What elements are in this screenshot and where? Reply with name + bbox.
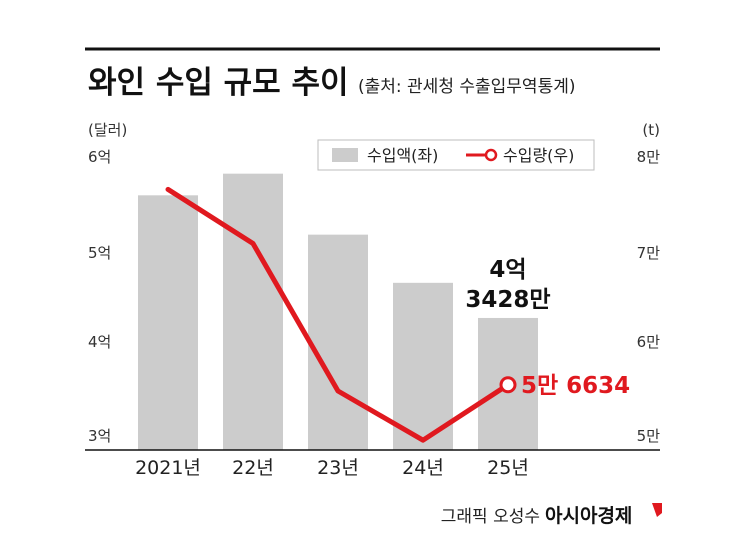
chart-source: (출처: 관세청 수출입무역통계): [358, 77, 575, 97]
x-tick-label: 22년: [232, 457, 274, 479]
right-tick-label: 8만: [637, 148, 661, 166]
legend-bar-swatch: [332, 148, 358, 162]
brand-name: 아시아경제: [545, 505, 632, 527]
line-end-marker: [499, 376, 517, 394]
left-tick-label: 3억: [88, 427, 111, 445]
bar-value-label: 4억: [489, 257, 526, 283]
right-tick-label: 7만: [637, 244, 661, 262]
right-tick-label: 6만: [637, 333, 661, 351]
x-tick-label: 25년: [487, 457, 529, 479]
bar-23년: [308, 234, 368, 450]
left-tick-label: 6억: [88, 148, 111, 166]
right-tick-label: 5만: [637, 427, 661, 445]
bar-series: [138, 173, 538, 450]
chart-title: 와인 수입 규모 추이: [88, 65, 349, 101]
line-value-label: 5만 6634: [521, 373, 630, 399]
x-tick-label: 23년: [317, 457, 359, 479]
legend-box: [317, 139, 595, 171]
right-axis-unit: (t): [642, 121, 660, 139]
bar-22년: [223, 173, 283, 450]
left-tick-label: 5억: [88, 244, 111, 262]
left-axis-unit: (달러): [88, 121, 127, 139]
line-series: [165, 186, 517, 443]
legend: 수입액(좌) 수입량(우): [317, 139, 595, 171]
legend-line-marker: [484, 148, 498, 162]
legend-bar-label: 수입액(좌): [367, 146, 438, 165]
graphic-credit: 그래픽 오성수: [441, 507, 540, 527]
left-tick-label: 4억: [88, 333, 111, 351]
bar-2021년: [138, 195, 198, 450]
x-axis-ticks: 2021년 22년 23년 24년 25년: [135, 457, 529, 479]
x-tick-label: 24년: [402, 457, 444, 479]
legend-line-label: 수입량(우): [503, 146, 574, 165]
bar-24년: [393, 282, 453, 450]
import-volume-line: [165, 186, 511, 443]
brand-mark-icon: [652, 503, 662, 517]
bar-value-label: 3428만: [465, 287, 550, 313]
x-tick-label: 2021년: [135, 457, 201, 479]
